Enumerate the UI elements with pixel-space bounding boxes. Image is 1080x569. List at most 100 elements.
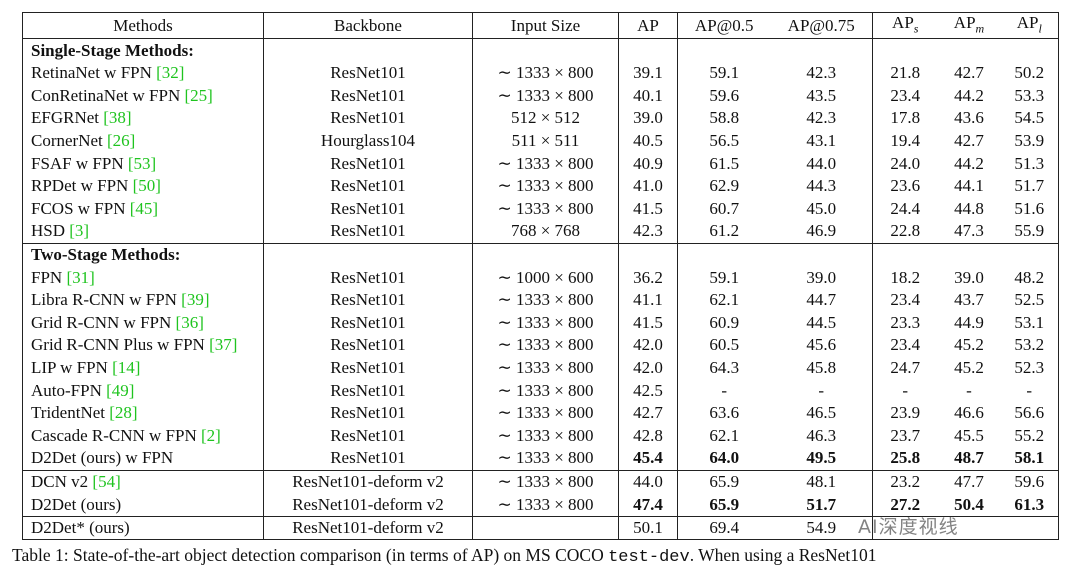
value-cell: 42.3	[771, 107, 873, 130]
citation: [3]	[69, 221, 90, 241]
column-header: AP@0.75	[770, 11, 873, 40]
value-cell: 44.0	[618, 469, 678, 494]
citation: [25]	[184, 85, 213, 105]
data-row: EFGRNet [38] ResNet101 512 × 512 39.0 58.8 42…	[22, 107, 1059, 130]
value-cell: 46.5	[771, 402, 873, 425]
cell-text: 23.9	[890, 403, 921, 423]
group-row: Single-Stage Methods:	[22, 38, 1059, 62]
value-cell: ∼ 1333 × 800	[472, 197, 619, 221]
cell-text: 44.0	[633, 471, 663, 491]
value-cell: ResNet101-deform v2	[263, 515, 473, 541]
value-cell: 41.0	[618, 174, 678, 198]
value-cell: 43.6	[938, 107, 1001, 130]
cell-text: -	[818, 380, 825, 400]
empty-cell	[472, 38, 619, 62]
value-cell: 53.3	[1000, 84, 1059, 108]
data-row: D2Det (ours) ResNet101-deform v2 ∼ 1333 × …	[22, 493, 1059, 517]
value-cell: ResNet101	[263, 266, 473, 289]
cell-text: 42.3	[806, 63, 837, 83]
cell-text: 47.4	[633, 494, 663, 514]
empty-cell	[770, 38, 873, 62]
column-header: Input Size	[472, 11, 619, 40]
empty-cell	[937, 38, 1001, 62]
cell-text: 45.2	[954, 358, 984, 377]
header-text: AP	[953, 13, 976, 32]
value-cell: 61.5	[677, 152, 771, 175]
citation: [32]	[156, 63, 185, 83]
watermark: AI深度视线	[858, 516, 959, 538]
value-cell	[1000, 515, 1059, 541]
cell-text: 40.9	[633, 153, 663, 173]
method-name: Cascade R-CNN w FPN	[31, 425, 197, 445]
cell-text: ∼ 1333 × 800	[497, 153, 594, 173]
method-cell: D2Det* (ours)	[22, 515, 264, 541]
value-cell: 24.4	[872, 197, 938, 221]
value-cell: 69.4	[677, 515, 771, 541]
cell-text: ResNet101	[330, 63, 406, 83]
empty-cell	[472, 242, 619, 267]
cell-text: 42.0	[633, 358, 663, 377]
value-cell: 49.5	[771, 447, 873, 470]
value-cell: 56.5	[677, 129, 771, 153]
cell-text: ResNet101	[330, 358, 406, 377]
empty-cell	[618, 38, 678, 62]
cell-text: 23.6	[890, 176, 921, 196]
cell-text: 49.5	[806, 448, 837, 468]
cell-text: 53.1	[1014, 312, 1045, 332]
citation: [28]	[109, 403, 138, 423]
citation: [53]	[127, 153, 157, 173]
data-row: RetinaNet w FPN [32] ResNet101 ∼ 1333 × 80…	[22, 61, 1059, 85]
cell-text: 47.3	[954, 221, 984, 241]
value-cell: 64.0	[677, 447, 771, 471]
value-cell: ∼ 1000 × 600	[472, 266, 619, 289]
column-header: AP	[618, 11, 678, 40]
method-name: Auto-FPN	[31, 380, 102, 400]
value-cell: ResNet101	[263, 334, 473, 357]
cell-text: 23.4	[890, 290, 921, 310]
value-cell: Hourglass104	[263, 129, 473, 153]
empty-cell	[872, 242, 938, 267]
value-cell: ∼ 1333 × 800	[472, 288, 619, 312]
value-cell: 48.7	[938, 447, 1001, 470]
cell-text: 44.7	[806, 290, 837, 310]
method-name: Grid R-CNN w FPN	[31, 312, 172, 332]
cell-text: ∼ 1333 × 800	[497, 448, 594, 468]
cell-text: Hourglass104	[320, 131, 416, 151]
cell-text: 42.7	[954, 63, 984, 83]
cell-text: 46.3	[806, 425, 837, 445]
cell-text: -	[902, 380, 909, 400]
cell-text: 44.2	[954, 153, 984, 173]
cell-text: 58.8	[709, 108, 740, 128]
value-cell: ∼ 1333 × 800	[472, 379, 619, 402]
cell-text: 27.2	[890, 494, 921, 514]
value-cell: ∼ 1333 × 800	[472, 334, 619, 357]
cell-text: 41.1	[633, 290, 663, 310]
method-name: TridentNet	[31, 403, 105, 423]
value-cell: ResNet101	[263, 152, 473, 175]
method-cell: EFGRNet [38]	[22, 107, 264, 130]
value-cell: ∼ 1333 × 800	[472, 447, 619, 471]
method-cell: RetinaNet w FPN [32]	[22, 61, 264, 85]
cell-text: 46.5	[806, 403, 837, 423]
value-cell: -	[677, 379, 771, 402]
value-cell: 40.1	[618, 84, 678, 108]
data-row: Libra R-CNN w FPN [39] ResNet101 ∼ 1333 × …	[22, 288, 1059, 312]
value-cell: 46.6	[938, 402, 1001, 425]
data-row: Grid R-CNN w FPN [36] ResNet101 ∼ 1333 × 8…	[22, 311, 1059, 335]
data-row: Grid R-CNN Plus w FPN [37] ResNet101 ∼ 133…	[22, 334, 1059, 357]
method-name: CornerNet	[31, 131, 103, 151]
cell-text: 45.6	[806, 335, 837, 355]
value-cell: 43.7	[938, 289, 1001, 312]
value-cell	[872, 515, 938, 541]
header-text: AP@0.75	[787, 15, 855, 35]
value-cell: 46.3	[771, 424, 873, 447]
method-cell: D2Det (ours) w FPN	[22, 447, 264, 471]
value-cell: 768 × 768	[472, 220, 619, 244]
header-text: AP	[637, 15, 659, 35]
group-title: Single-Stage Methods:	[22, 38, 264, 62]
method-cell: TridentNet [28]	[22, 401, 264, 425]
cell-text: ResNet101	[330, 108, 406, 128]
header-subscript: m	[975, 21, 985, 36]
cell-text: 46.9	[806, 221, 837, 241]
data-row: FPN [31] ResNet101 ∼ 1000 × 600 36.2 59.1 39.…	[22, 266, 1059, 289]
